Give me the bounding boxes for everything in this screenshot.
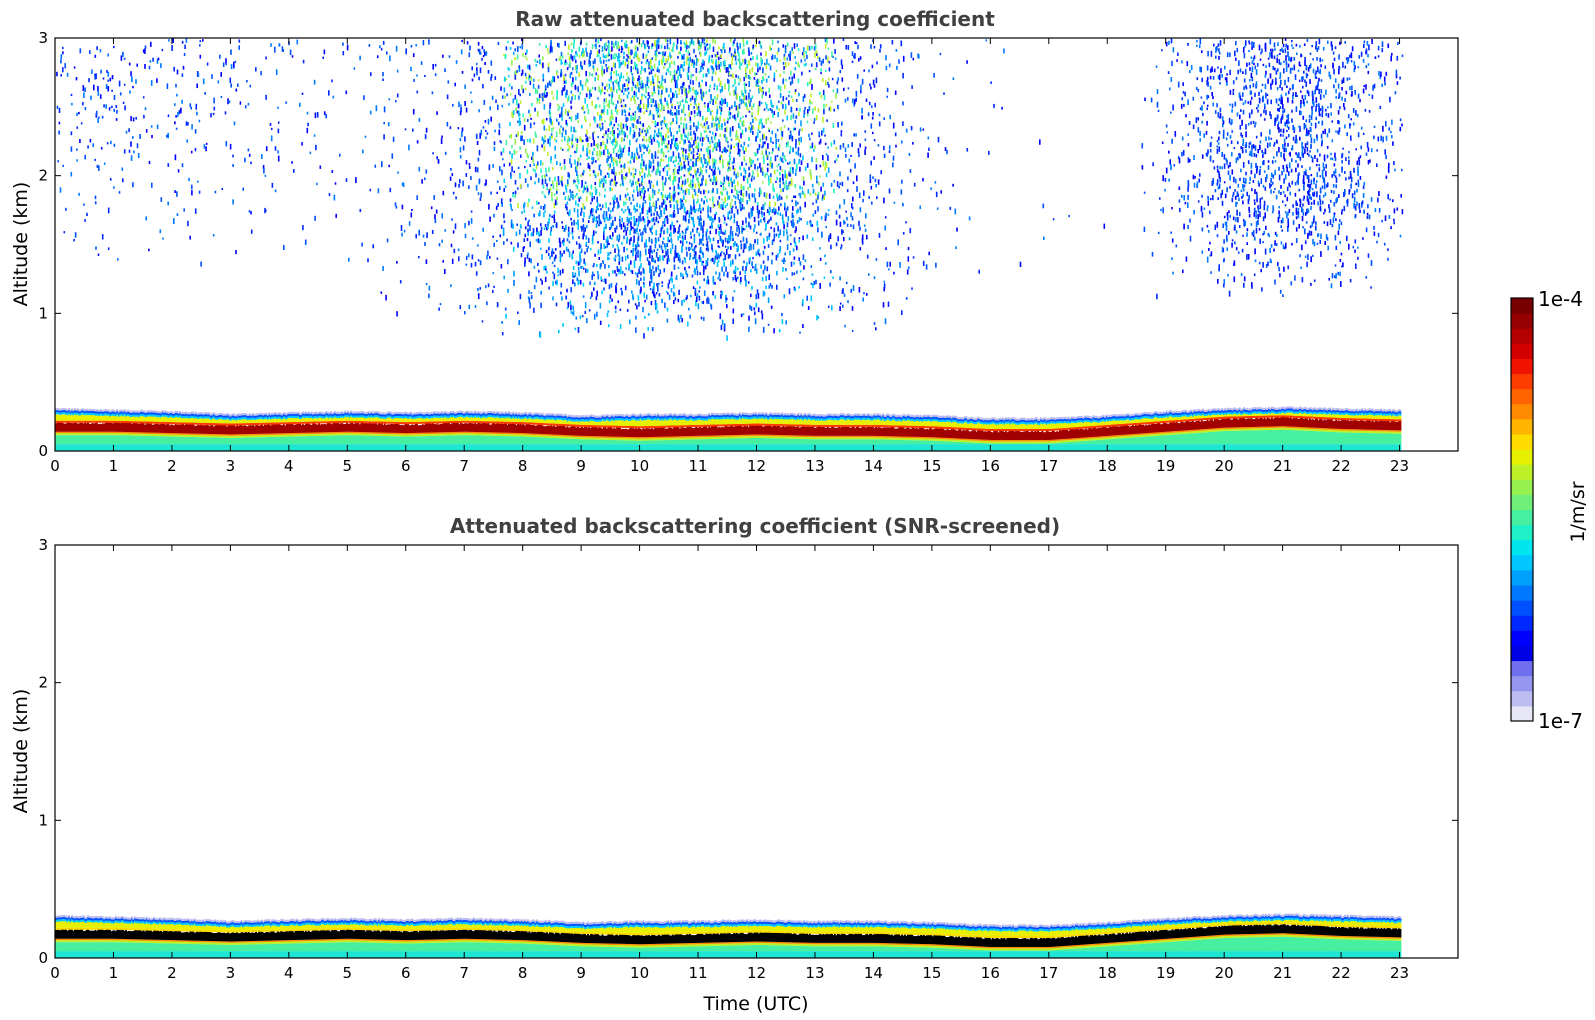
heatmap-area	[55, 38, 1403, 451]
raw-backscatter-panel: Raw attenuated backscattering coefficien…	[10, 7, 1458, 475]
panel-title: Raw attenuated backscattering coefficien…	[515, 7, 995, 31]
